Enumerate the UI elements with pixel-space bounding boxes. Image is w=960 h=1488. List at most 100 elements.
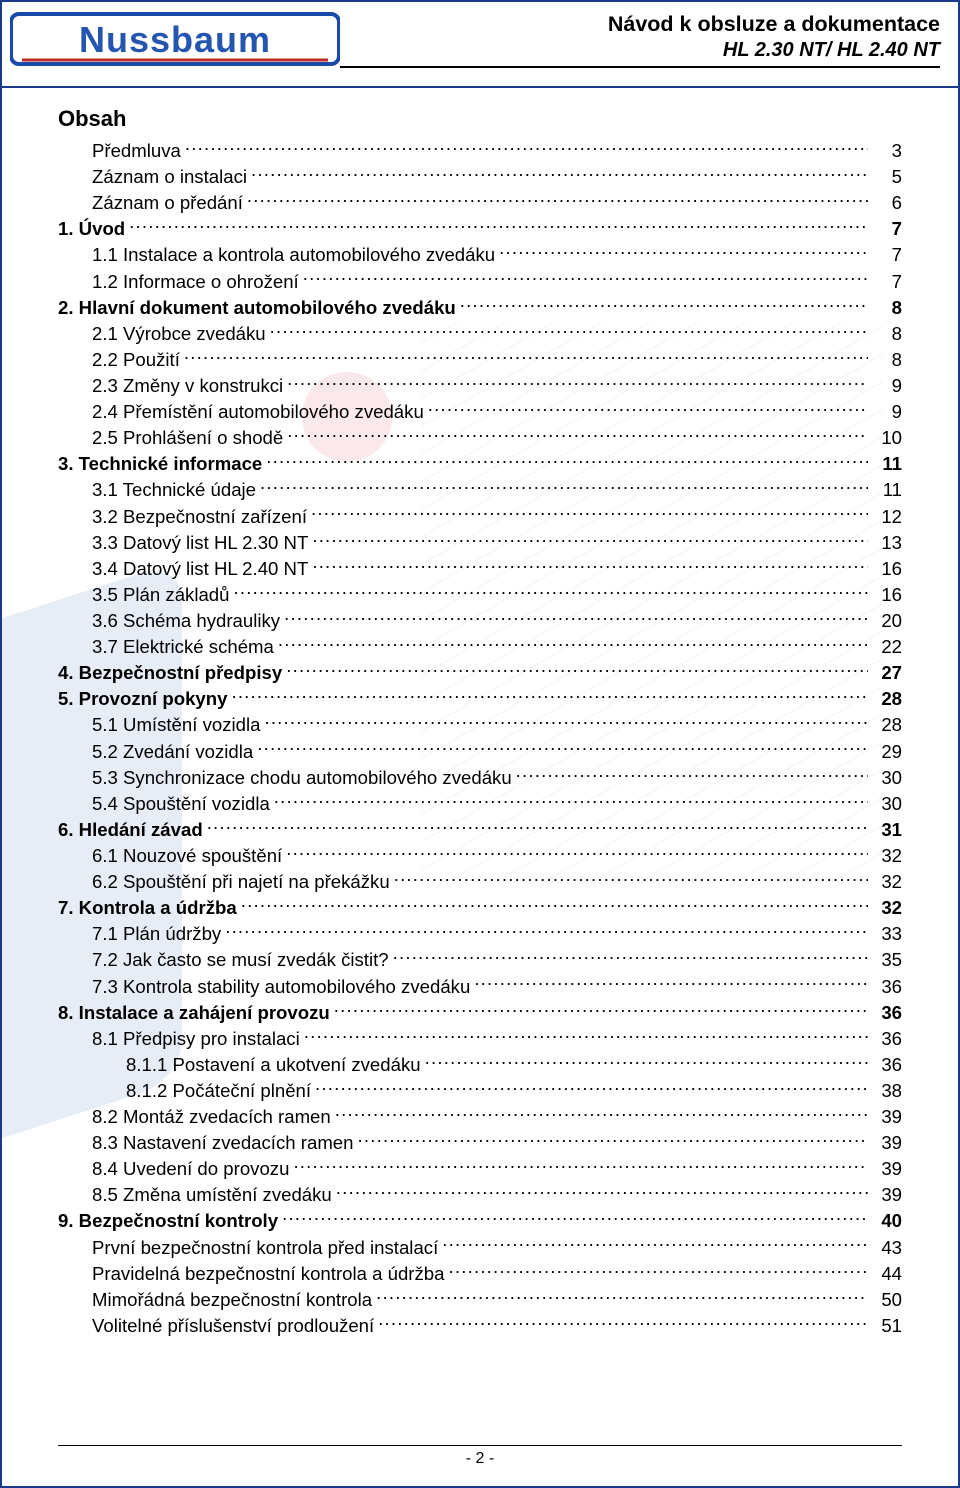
toc-row: 3.3 Datový list HL 2.30 NT13 xyxy=(58,530,902,556)
toc-label: 9. Bezpečnostní kontroly xyxy=(58,1208,282,1234)
toc-page-number: 40 xyxy=(868,1208,902,1234)
toc-leader-dots xyxy=(282,1209,868,1228)
toc-leader-dots xyxy=(376,1287,868,1306)
toc-label: Záznam o předání xyxy=(58,190,247,216)
toc-row: 8. Instalace a zahájení provozu 36 xyxy=(58,1000,902,1026)
toc-leader-dots xyxy=(270,321,868,340)
toc-leader-dots xyxy=(286,843,868,862)
toc-leader-dots xyxy=(335,1104,868,1123)
toc-page-number: 20 xyxy=(868,608,902,634)
toc-label: 8. Instalace a zahájení provozu xyxy=(58,1000,334,1026)
document-header: Nussbaum Návod k obsluze a dokumentace H… xyxy=(2,2,958,88)
toc-page-number: 43 xyxy=(868,1235,902,1261)
toc-label: 6. Hledání závad xyxy=(58,817,207,843)
toc-label: 3.6 Schéma hydrauliky xyxy=(58,608,284,634)
toc-page-number: 27 xyxy=(868,660,902,686)
toc-leader-dots xyxy=(499,243,868,262)
toc-leader-dots xyxy=(303,269,868,288)
toc-leader-dots xyxy=(266,452,868,471)
toc-label: 8.1.1 Postavení a ukotvení zvedáku xyxy=(58,1052,425,1078)
toc-page-number: 51 xyxy=(868,1313,902,1339)
toc-label: 6.1 Nouzové spouštění xyxy=(58,843,286,869)
toc-label: 2.5 Prohlášení o shodě xyxy=(58,425,287,451)
toc-leader-dots xyxy=(293,1157,868,1176)
toc-row: 2. Hlavní dokument automobilového zvedák… xyxy=(58,295,902,321)
toc-row: 3.5 Plán základů16 xyxy=(58,582,902,608)
toc-row: 8.1.2 Počáteční plnění38 xyxy=(58,1078,902,1104)
toc-label: 8.5 Změna umístění zvedáku xyxy=(58,1182,336,1208)
toc-label: 6.2 Spouštění při najetí na překážku xyxy=(58,869,394,895)
toc-row: 5. Provozní pokyny28 xyxy=(58,686,902,712)
toc-leader-dots xyxy=(231,687,868,706)
page-number: - 2 - xyxy=(466,1450,494,1467)
toc-page-number: 36 xyxy=(868,1052,902,1078)
toc-label: 8.2 Montáž zvedacích ramen xyxy=(58,1104,335,1130)
toc-label: První bezpečnostní kontrola před instala… xyxy=(58,1235,442,1261)
toc-page-number: 32 xyxy=(868,895,902,921)
toc-label: Předmluva xyxy=(58,138,185,164)
toc-label: 7.1 Plán údržby xyxy=(58,921,225,947)
toc-page-number: 39 xyxy=(868,1130,902,1156)
toc-page-number: 9 xyxy=(868,399,902,425)
toc-page-number: 9 xyxy=(868,373,902,399)
table-of-contents: Předmluva3Záznam o instalaci5Záznam o př… xyxy=(58,138,902,1339)
toc-label: 5.3 Synchronizace chodu automobilového z… xyxy=(58,765,516,791)
toc-leader-dots xyxy=(207,817,868,836)
toc-row: 1.2 Informace o ohrožení7 xyxy=(58,269,902,295)
toc-page-number: 3 xyxy=(868,138,902,164)
toc-label: 3.2 Bezpečnostní zařízení xyxy=(58,504,311,530)
toc-leader-dots xyxy=(225,922,868,941)
toc-label: 7.3 Kontrola stability automobilového zv… xyxy=(58,974,474,1000)
toc-row: 8.5 Změna umístění zvedáku 39 xyxy=(58,1182,902,1208)
toc-row: 8.4 Uvedení do provozu39 xyxy=(58,1156,902,1182)
toc-page-number: 5 xyxy=(868,164,902,190)
toc-row: 8.1 Předpisy pro instalaci 36 xyxy=(58,1026,902,1052)
toc-label: 5.1 Umístění vozidla xyxy=(58,712,264,738)
toc-row: 6.1 Nouzové spouštění32 xyxy=(58,843,902,869)
toc-page-number: 36 xyxy=(868,1000,902,1026)
toc-leader-dots xyxy=(474,974,868,993)
toc-row: Mimořádná bezpečnostní kontrola50 xyxy=(58,1287,902,1313)
toc-label: 8.1 Předpisy pro instalaci xyxy=(58,1026,304,1052)
toc-row: Pravidelná bezpečnostní kontrola a údržb… xyxy=(58,1261,902,1287)
toc-page-number: 11 xyxy=(868,451,902,477)
toc-row: 2.2 Použití 8 xyxy=(58,347,902,373)
toc-leader-dots xyxy=(274,791,868,810)
toc-page-number: 7 xyxy=(868,269,902,295)
toc-row: 2.4 Přemístění automobilového zvedáku9 xyxy=(58,399,902,425)
toc-leader-dots xyxy=(357,1131,868,1150)
toc-label: 2.3 Změny v konstrukci xyxy=(58,373,287,399)
toc-page-number: 16 xyxy=(868,556,902,582)
toc-label: 3.1 Technické údaje xyxy=(58,477,260,503)
toc-page-number: 33 xyxy=(868,921,902,947)
toc-label: 1.1 Instalace a kontrola automobilového … xyxy=(58,242,499,268)
toc-row: Záznam o předání6 xyxy=(58,190,902,216)
toc-row: 7. Kontrola a údržba 32 xyxy=(58,895,902,921)
toc-page-number: 8 xyxy=(868,347,902,373)
toc-label: 7. Kontrola a údržba xyxy=(58,895,241,921)
toc-label: 7.2 Jak často se musí zvedák čistit? xyxy=(58,947,393,973)
toc-page-number: 8 xyxy=(868,295,902,321)
toc-row: 5.1 Umístění vozidla 28 xyxy=(58,712,902,738)
toc-page-number: 28 xyxy=(868,712,902,738)
toc-page-number: 8 xyxy=(868,321,902,347)
toc-page-number: 39 xyxy=(868,1182,902,1208)
toc-page-number: 31 xyxy=(868,817,902,843)
toc-row: 3.1 Technické údaje11 xyxy=(58,477,902,503)
toc-page-number: 29 xyxy=(868,739,902,765)
toc-label: 3.3 Datový list HL 2.30 NT xyxy=(58,530,312,556)
header-right: Návod k obsluze a dokumentace HL 2.30 NT… xyxy=(340,8,950,68)
document-page: Nussbaum Návod k obsluze a dokumentace H… xyxy=(0,0,960,1488)
toc-row: 5.2 Zvedání vozidla29 xyxy=(58,739,902,765)
toc-leader-dots xyxy=(425,1052,868,1071)
toc-row: První bezpečnostní kontrola před instala… xyxy=(58,1235,902,1261)
toc-label: 2.2 Použití xyxy=(58,347,184,373)
toc-leader-dots xyxy=(278,634,868,653)
toc-page-number: 36 xyxy=(868,1026,902,1052)
toc-row: 8.3 Nastavení zvedacích ramen39 xyxy=(58,1130,902,1156)
toc-label: Záznam o instalaci xyxy=(58,164,251,190)
toc-row: 4. Bezpečnostní předpisy27 xyxy=(58,660,902,686)
toc-row: Předmluva 3 xyxy=(58,138,902,164)
toc-leader-dots xyxy=(428,400,868,419)
toc-label: Volitelné příslušenství prodloužení xyxy=(58,1313,378,1339)
